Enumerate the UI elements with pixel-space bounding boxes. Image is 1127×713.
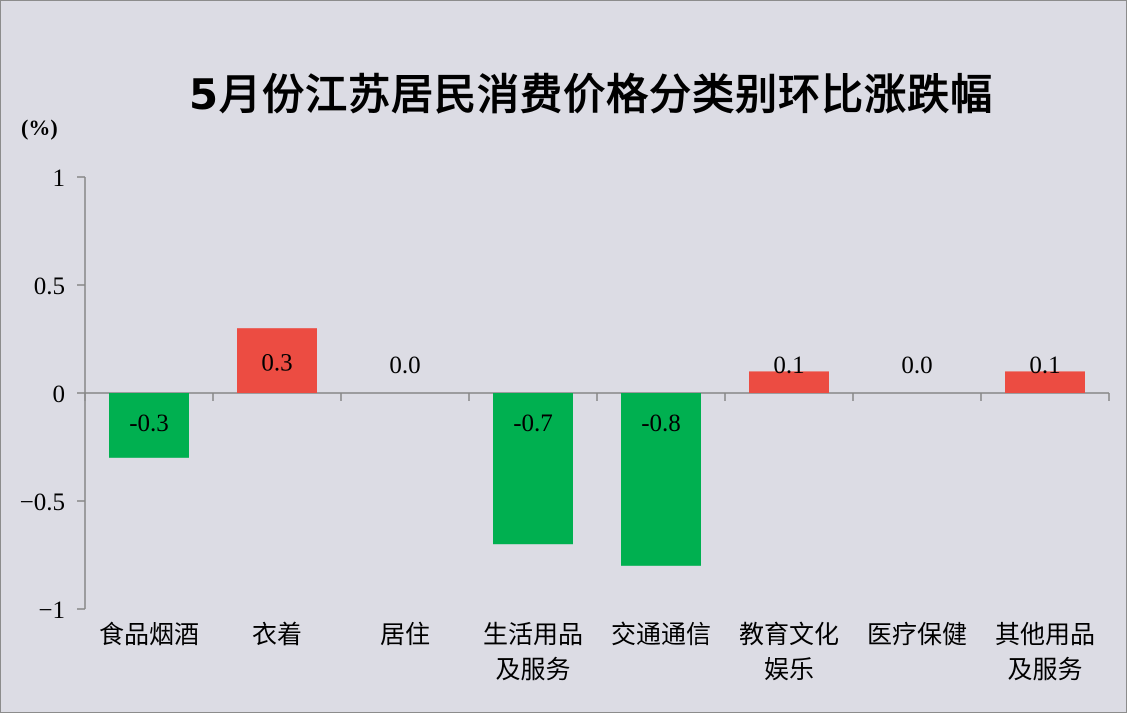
category-label: 及服务 — [495, 655, 570, 684]
bar — [109, 393, 189, 458]
data-label: 0.1 — [773, 352, 804, 379]
data-label: -0.8 — [641, 410, 681, 437]
data-label: -0.3 — [129, 410, 169, 437]
bar — [1005, 371, 1085, 393]
data-label: 0.0 — [389, 352, 420, 379]
category-label: 教育文化 — [739, 620, 839, 649]
data-label: 0.0 — [901, 352, 932, 379]
bar — [237, 328, 317, 393]
bar — [621, 393, 701, 566]
category-label: 衣着 — [252, 620, 302, 649]
bar — [493, 393, 573, 545]
category-label: 居住 — [380, 620, 430, 649]
y-tick-label: 0 — [53, 381, 66, 408]
category-label: 其他用品 — [995, 620, 1095, 649]
y-tick-label: −0.5 — [20, 489, 65, 516]
category-label: 生活用品 — [483, 620, 583, 649]
data-label: 0.1 — [1029, 352, 1060, 379]
y-tick-label: −1 — [38, 597, 65, 624]
y-unit-label: (%) — [21, 115, 58, 140]
data-label: 0.3 — [261, 350, 292, 377]
chart-title: 5月份江苏居民消费价格分类别环比涨跌幅 — [188, 70, 994, 119]
category-label: 交通通信 — [611, 620, 711, 649]
category-label: 医疗保健 — [867, 620, 967, 649]
y-tick-label: 1 — [53, 165, 66, 192]
category-label: 食品烟酒 — [99, 620, 199, 649]
category-label: 娱乐 — [764, 655, 814, 684]
data-label: -0.7 — [513, 410, 553, 437]
category-label: 及服务 — [1007, 655, 1082, 684]
bar — [749, 371, 829, 393]
y-tick-label: 0.5 — [34, 273, 65, 300]
